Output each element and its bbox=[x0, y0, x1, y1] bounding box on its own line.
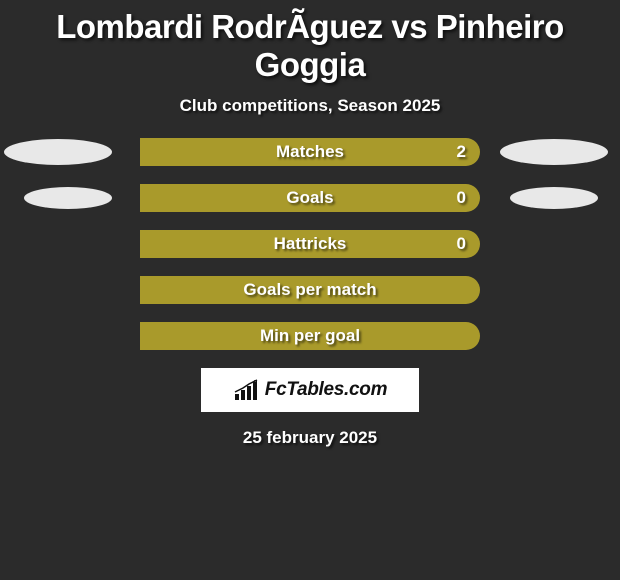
player-left-icon bbox=[4, 139, 112, 165]
stats-list: Matches 2 Goals 0 Hattricks 0 Goals per match M… bbox=[0, 138, 620, 350]
player-left-icon bbox=[24, 187, 112, 209]
logo-text: FcTables.com bbox=[265, 379, 387, 401]
player-right-icon bbox=[500, 139, 608, 165]
stat-value-right: 0 bbox=[457, 188, 466, 208]
stat-bar: Min per goal bbox=[140, 322, 480, 350]
stat-label: Min per goal bbox=[260, 326, 360, 346]
stat-label: Goals per match bbox=[243, 280, 376, 300]
stat-row: Min per goal bbox=[0, 322, 620, 350]
subtitle: Club competitions, Season 2025 bbox=[0, 88, 620, 138]
player-right-icon bbox=[510, 187, 598, 209]
stat-row: Hattricks 0 bbox=[0, 230, 620, 258]
date-line: 25 february 2025 bbox=[0, 428, 620, 448]
stat-value-right: 0 bbox=[457, 234, 466, 254]
page-title: Lombardi RodrÃ­guez vs Pinheiro Goggia bbox=[0, 2, 620, 88]
stat-bar: Goals per match bbox=[140, 276, 480, 304]
stat-bar: Hattricks 0 bbox=[140, 230, 480, 258]
stat-bar: Goals 0 bbox=[140, 184, 480, 212]
logo-box[interactable]: FcTables.com bbox=[201, 368, 419, 412]
stat-label: Goals bbox=[286, 188, 333, 208]
stat-label: Matches bbox=[276, 142, 344, 162]
stat-label: Hattricks bbox=[274, 234, 347, 254]
stat-bar: Matches 2 bbox=[140, 138, 480, 166]
stat-value-right: 2 bbox=[457, 142, 466, 162]
stat-row: Goals 0 bbox=[0, 184, 620, 212]
bars-up-icon bbox=[233, 379, 261, 401]
stat-row: Goals per match bbox=[0, 276, 620, 304]
stat-row: Matches 2 bbox=[0, 138, 620, 166]
infographic-container: Lombardi RodrÃ­guez vs Pinheiro Goggia C… bbox=[0, 0, 620, 448]
